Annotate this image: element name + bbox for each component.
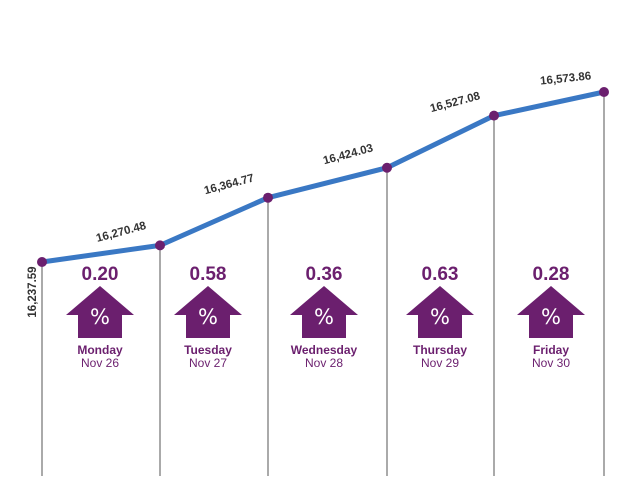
up-arrow-shape bbox=[66, 286, 134, 338]
percent-sign: % bbox=[541, 305, 561, 329]
percent-change: 0.63 bbox=[422, 264, 459, 285]
day-label: Thursday bbox=[413, 343, 467, 357]
day-label: Tuesday bbox=[184, 343, 232, 357]
data-label: 16,237.59 bbox=[27, 266, 39, 317]
percent-up-arrow-icon: % bbox=[406, 286, 474, 338]
percent-change: 0.20 bbox=[82, 264, 119, 285]
date-label: Nov 29 bbox=[421, 356, 459, 370]
day-label: Wednesday bbox=[291, 343, 358, 357]
data-point bbox=[489, 110, 499, 121]
date-label: Nov 27 bbox=[189, 356, 227, 370]
data-point bbox=[263, 192, 273, 203]
series-line-layer bbox=[37, 87, 609, 267]
day-label: Friday bbox=[533, 343, 569, 357]
percent-sign: % bbox=[198, 305, 218, 329]
drop-lines bbox=[41, 92, 605, 476]
data-point bbox=[382, 162, 392, 173]
data-point bbox=[599, 87, 609, 97]
data-label: 16,364.77 bbox=[203, 172, 256, 197]
percent-up-arrow-icon: % bbox=[66, 286, 134, 338]
percent-sign: % bbox=[314, 305, 334, 329]
percent-sign: % bbox=[430, 305, 450, 329]
percent-up-arrow-icon: % bbox=[174, 286, 242, 338]
up-arrow-shape bbox=[517, 286, 585, 338]
percent-change: 0.28 bbox=[533, 264, 570, 285]
up-arrow-shape bbox=[406, 286, 474, 338]
percent-change: 0.58 bbox=[190, 264, 227, 285]
day-label: Monday bbox=[77, 343, 123, 357]
percent-change: 0.36 bbox=[306, 264, 343, 285]
up-arrow-shape bbox=[174, 286, 242, 338]
up-arrow-shape bbox=[290, 286, 358, 338]
series-line bbox=[39, 89, 607, 265]
percent-up-arrow-icon: % bbox=[290, 286, 358, 338]
data-point bbox=[37, 257, 47, 267]
data-point bbox=[155, 240, 165, 251]
date-label: Nov 28 bbox=[305, 356, 343, 370]
data-label: 16,270.48 bbox=[95, 220, 148, 245]
data-label: 16,573.86 bbox=[540, 70, 592, 87]
data-label: 16,424.03 bbox=[322, 142, 375, 167]
data-label: 16,527.08 bbox=[429, 90, 482, 115]
percent-sign: % bbox=[90, 305, 110, 329]
date-label: Nov 30 bbox=[532, 356, 570, 370]
date-label: Nov 26 bbox=[81, 356, 119, 370]
percent-up-arrow-icon: % bbox=[517, 286, 585, 338]
